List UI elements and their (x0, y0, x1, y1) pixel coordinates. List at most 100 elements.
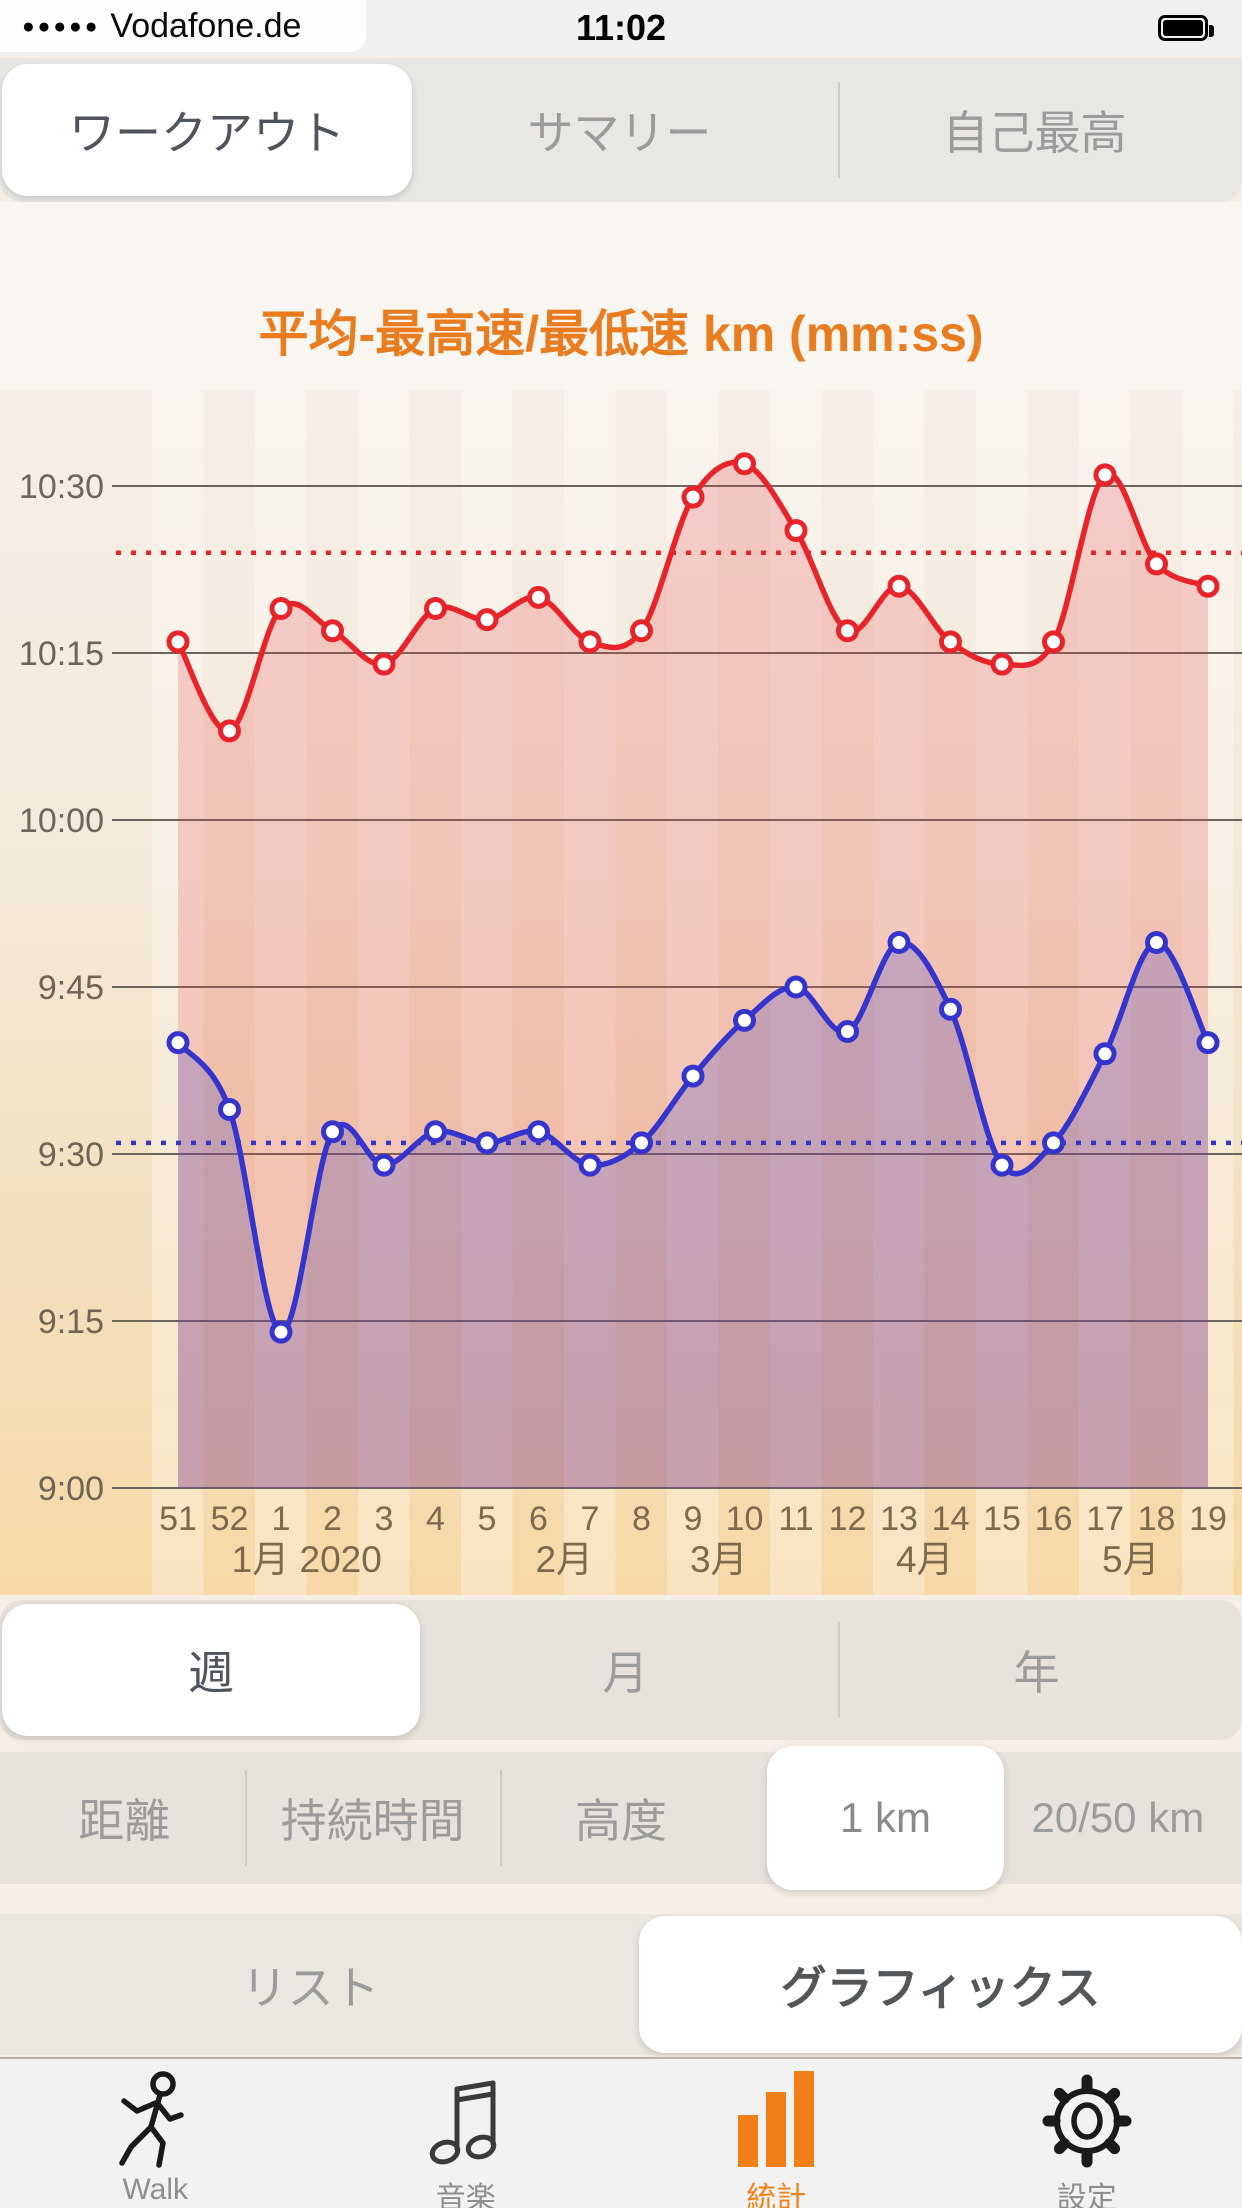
x-axis-week-label: 18 (1138, 1500, 1176, 1538)
max-pace-data-point[interactable] (1093, 463, 1117, 487)
period-tab-month[interactable]: 月 (420, 1600, 831, 1740)
y-axis-tick-label: 9:00 (38, 1470, 104, 1508)
min-pace-data-point[interactable] (372, 1153, 396, 1177)
carrier-name: Vodafone.de (110, 6, 302, 45)
stats-icon (728, 2071, 824, 2171)
x-axis-week-label: 6 (529, 1500, 548, 1538)
x-axis-week-label: 13 (880, 1500, 918, 1538)
tab-summary[interactable]: サマリー (412, 58, 827, 202)
metric-tab-duration-label: 持続時間 (280, 1795, 465, 1847)
min-pace-data-point[interactable] (630, 1131, 653, 1155)
max-pace-data-point[interactable] (218, 719, 241, 743)
tab-stats-label: 統計 (746, 2182, 807, 2208)
period-tab-week-label: 週 (188, 1647, 234, 1699)
chart-title-area: 平均-最高速/最低速 km (mm:ss) (0, 202, 1242, 390)
y-axis-tick-label: 9:15 (38, 1303, 104, 1341)
min-pace-data-point[interactable] (887, 930, 911, 954)
tab-music[interactable]: 音楽 (311, 2059, 622, 2208)
min-pace-data-point[interactable] (990, 1153, 1014, 1177)
max-pace-data-point[interactable] (475, 608, 499, 632)
divider (245, 1770, 247, 1866)
tab-stats[interactable]: 統計 (621, 2059, 932, 2208)
max-pace-data-point[interactable] (630, 619, 653, 643)
max-pace-data-point[interactable] (269, 596, 293, 620)
metric-tab-duration[interactable]: 持続時間 (248, 1752, 496, 1884)
x-axis-week-label: 1 (272, 1500, 291, 1538)
x-axis-week-label: 51 (159, 1500, 197, 1538)
min-pace-data-point[interactable] (1042, 1131, 1065, 1155)
y-axis-tick-label: 10:15 (19, 635, 104, 673)
tab-walk[interactable]: Walk (0, 2059, 311, 2208)
metric-tab-distance[interactable]: 距離 (0, 1752, 248, 1884)
min-pace-data-point[interactable] (218, 1097, 241, 1121)
tab-summary-label: サマリー (527, 107, 712, 159)
gear-icon (1039, 2071, 1135, 2171)
period-tab-week[interactable]: 週 (2, 1604, 420, 1736)
chart-title: 平均-最高速/最低速 km (mm:ss) (258, 306, 984, 362)
period-segmented-control: 週 月 年 (0, 1600, 1242, 1740)
top-segmented-control: ワークアウト サマリー 自己最高 (0, 58, 1242, 202)
min-pace-data-point[interactable] (269, 1320, 293, 1344)
min-pace-data-point[interactable] (939, 997, 962, 1021)
x-axis-week-label: 11 (778, 1500, 813, 1538)
x-axis-week-label: 2 (323, 1500, 342, 1538)
x-axis-week-label: 15 (983, 1500, 1021, 1538)
max-pace-data-point[interactable] (372, 652, 396, 676)
max-pace-data-point[interactable] (578, 630, 602, 654)
view-tab-list[interactable]: リスト (0, 1914, 621, 2055)
min-pace-data-point[interactable] (733, 1008, 756, 1032)
x-axis-week-label: 9 (684, 1500, 703, 1538)
max-pace-data-point[interactable] (1145, 552, 1168, 576)
tab-personal-best-label: 自己最高 (942, 107, 1127, 159)
clock-time: 11:02 (575, 7, 667, 48)
max-pace-data-point[interactable] (1196, 574, 1220, 598)
max-pace-data-point[interactable] (527, 585, 550, 609)
max-pace-data-point[interactable] (784, 519, 808, 543)
min-pace-data-point[interactable] (166, 1031, 190, 1055)
max-pace-data-point[interactable] (321, 619, 344, 643)
tab-workout-label: ワークアウト (69, 107, 345, 159)
min-pace-data-point[interactable] (321, 1120, 344, 1144)
signal-strength-icon: ●●●●● (22, 15, 101, 38)
x-axis-week-label: 4 (426, 1500, 445, 1538)
max-pace-data-point[interactable] (166, 630, 190, 654)
min-pace-data-point[interactable] (475, 1131, 499, 1155)
max-pace-data-point[interactable] (1042, 630, 1065, 654)
max-pace-data-point[interactable] (990, 652, 1014, 676)
x-axis-month-label: 2月 (535, 1539, 593, 1580)
max-pace-data-point[interactable] (836, 619, 859, 643)
min-pace-data-point[interactable] (1196, 1031, 1220, 1055)
max-pace-data-point[interactable] (939, 630, 962, 654)
metric-segmented-control: 距離 持続時間 高度 20/50 km 1 km (0, 1746, 1242, 1890)
min-pace-data-point[interactable] (784, 975, 808, 999)
metric-tab-20-50km-label: 20/50 km (1031, 1794, 1205, 1841)
tab-personal-best[interactable]: 自己最高 (827, 58, 1242, 202)
metric-tab-elevation-label: 高度 (575, 1795, 668, 1847)
x-axis-week-label: 8 (632, 1500, 651, 1538)
metric-tab-1km-label: 1 km (839, 1794, 931, 1841)
carrier-chip: ●●●●● Vodafone.de (0, 0, 366, 52)
metric-tab-20-50km[interactable]: 20/50 km (994, 1752, 1242, 1884)
max-pace-data-point[interactable] (681, 485, 705, 509)
tab-workout[interactable]: ワークアウト (2, 64, 412, 196)
max-pace-data-point[interactable] (733, 452, 756, 476)
max-pace-data-point[interactable] (887, 574, 911, 598)
x-axis-week-label: 52 (211, 1500, 249, 1538)
period-tab-year-label: 年 (1013, 1647, 1060, 1699)
min-pace-data-point[interactable] (424, 1120, 447, 1144)
min-pace-data-point[interactable] (681, 1064, 705, 1088)
max-pace-data-point[interactable] (424, 596, 447, 620)
min-pace-data-point[interactable] (836, 1020, 859, 1044)
min-pace-data-point[interactable] (1093, 1042, 1117, 1066)
metric-tab-elevation[interactable]: 高度 (497, 1752, 745, 1884)
y-axis-tick-label: 9:45 (38, 969, 104, 1007)
view-tab-graphics-pill[interactable]: グラフィックス (639, 1916, 1242, 2053)
tab-settings[interactable]: 設定 (932, 2059, 1242, 2208)
min-pace-data-point[interactable] (527, 1120, 550, 1144)
period-tab-year[interactable]: 年 (831, 1600, 1242, 1740)
x-axis-week-label: 7 (581, 1500, 600, 1538)
min-pace-data-point[interactable] (1145, 930, 1168, 954)
metric-tab-1km-pill[interactable]: 1 km (767, 1746, 1004, 1890)
x-axis-week-label: 16 (1035, 1500, 1073, 1538)
min-pace-data-point[interactable] (578, 1153, 602, 1177)
